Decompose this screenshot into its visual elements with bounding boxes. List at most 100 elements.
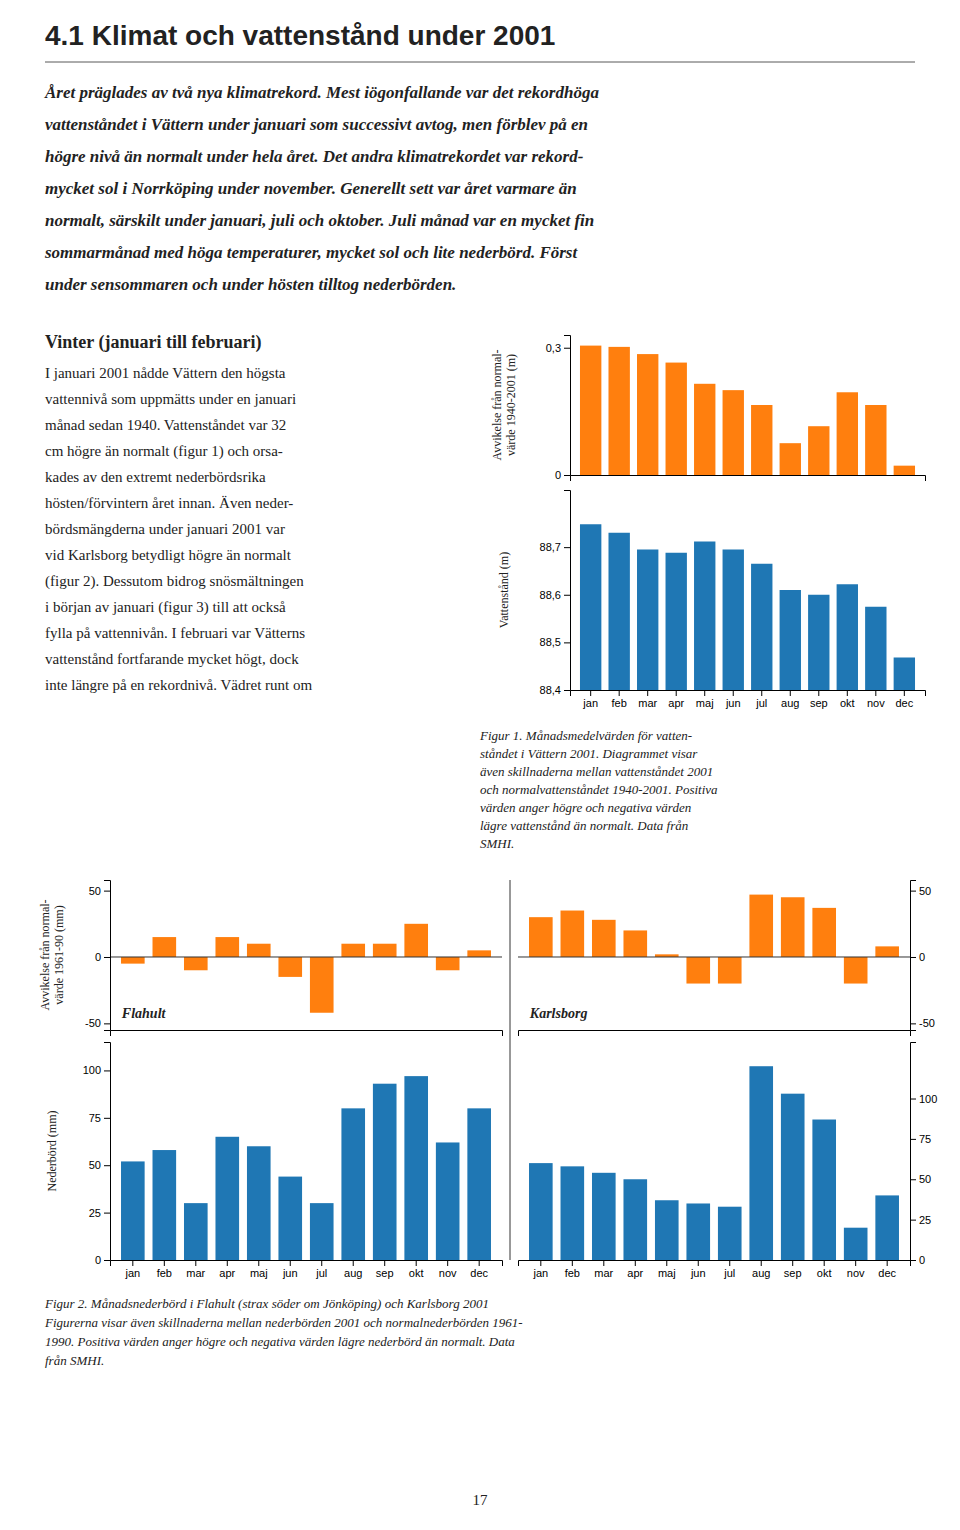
bar xyxy=(529,1163,553,1260)
bar xyxy=(373,944,397,957)
bar xyxy=(781,1094,805,1260)
y-tick-label: 100 xyxy=(83,1064,101,1076)
bar xyxy=(623,1179,647,1260)
x-tick: sep xyxy=(376,1260,394,1279)
x-tick: feb xyxy=(565,1260,580,1279)
x-axis xyxy=(111,1031,503,1037)
bar xyxy=(467,950,491,957)
y-tick-label: 88,4 xyxy=(540,684,561,696)
y-tick-label: 50 xyxy=(919,1173,931,1185)
x-tick: okt xyxy=(840,690,855,709)
bar xyxy=(436,1142,460,1260)
x-axis-line xyxy=(111,1031,503,1037)
y-axis-title-line: Nederbörd (mm) xyxy=(45,1111,59,1192)
x-tick-label: jul xyxy=(755,697,767,709)
bar xyxy=(215,937,239,957)
x-tick: jun xyxy=(690,1260,706,1279)
x-axis xyxy=(571,476,926,482)
panel: 00,3 xyxy=(546,336,926,482)
y-tick-mark xyxy=(910,891,916,892)
intro-line: Året präglades av två nya klimatrekord. … xyxy=(44,83,599,102)
x-tick-label: jan xyxy=(124,1267,140,1279)
x-tick-mark xyxy=(603,1260,604,1266)
y-tick: 50 xyxy=(89,1159,110,1171)
y-tick-label: 50 xyxy=(919,885,931,897)
y-tick-label: 0 xyxy=(919,1254,925,1266)
bar xyxy=(865,405,886,475)
y-tick-label: 50 xyxy=(89,885,101,897)
x-tick-mark xyxy=(887,1260,888,1266)
y-tick: 0,3 xyxy=(546,342,570,354)
bar xyxy=(875,946,899,957)
bar xyxy=(623,930,647,957)
x-tick-label: apr xyxy=(627,1267,643,1279)
y-axis-title: Vattenstånd (m) xyxy=(497,552,511,628)
y-tick: 50 xyxy=(910,1173,931,1185)
bar xyxy=(637,354,658,475)
y-tick: 25 xyxy=(910,1214,931,1226)
bar xyxy=(278,957,302,977)
y-tick-mark xyxy=(910,1139,916,1140)
bar xyxy=(153,1150,177,1260)
bar xyxy=(592,920,616,957)
x-tick-label: maj xyxy=(658,1267,676,1279)
bar xyxy=(751,564,772,690)
x-tick-mark xyxy=(447,1260,448,1266)
body-line: I januari 2001 nådde Vättern den högsta xyxy=(45,365,286,381)
x-tick-label: dec xyxy=(878,1267,896,1279)
x-tick-label: nov xyxy=(867,697,885,709)
y-tick: 0 xyxy=(910,1254,925,1266)
bar xyxy=(121,957,145,964)
body-line: kades av den extremt nederbördsrika xyxy=(45,469,266,485)
x-tick-label: feb xyxy=(157,1267,172,1279)
panel: -50050 xyxy=(518,881,935,1037)
bar xyxy=(844,957,868,984)
bar xyxy=(694,384,715,475)
x-tick-mark xyxy=(227,1260,228,1266)
bar xyxy=(723,390,744,475)
x-tick: mar xyxy=(638,690,657,709)
bar xyxy=(865,607,886,690)
x-tick-mark xyxy=(824,1260,825,1266)
x-tick-mark xyxy=(416,1260,417,1266)
y-tick-label: 0 xyxy=(95,951,101,963)
bar xyxy=(404,924,428,957)
zero-line xyxy=(110,956,502,957)
bar xyxy=(310,1203,334,1260)
y-axis-title: Avvikelse från normal-värde 1940-2001 (m… xyxy=(490,349,518,460)
x-tick-label: jun xyxy=(725,697,741,709)
bar xyxy=(637,550,658,690)
y-tick: 50 xyxy=(910,885,931,897)
x-tick-label: sep xyxy=(784,1267,802,1279)
caption-line: lägre vattenstånd än normalt. Data från xyxy=(480,818,688,833)
bar xyxy=(467,1108,491,1260)
bar xyxy=(812,908,836,957)
bar xyxy=(837,584,858,690)
y-tick-mark xyxy=(104,1213,110,1214)
x-axis: janfebmaraprmajjunjulaugsepoktnovdec xyxy=(571,690,926,709)
y-tick-label: -50 xyxy=(919,1017,935,1029)
x-tick-mark xyxy=(761,1260,762,1266)
y-tick: 88,4 xyxy=(540,684,570,696)
x-axis-line xyxy=(571,476,926,482)
caption-line: 1990. Positiva värden anger högre och ne… xyxy=(45,1334,515,1349)
y-tick: -50 xyxy=(910,1017,935,1029)
bar xyxy=(780,590,801,690)
intro-line: under sensommaren och under hösten tillt… xyxy=(45,275,456,294)
x-tick: feb xyxy=(157,1260,172,1279)
x-tick: jan xyxy=(124,1260,140,1279)
body-line: bördsmängderna under januari 2001 var xyxy=(45,521,285,537)
divider xyxy=(510,880,511,1260)
bar xyxy=(608,347,629,475)
body-line: vattenstånd fortfarande mycket högt, doc… xyxy=(45,651,299,667)
y-tick-mark xyxy=(104,1260,110,1261)
body-line: cm högre än normalt (figur 1) och orsa- xyxy=(45,443,283,460)
y-axis: 88,488,588,688,7 xyxy=(540,491,571,697)
bar xyxy=(694,541,715,690)
bar xyxy=(561,911,585,957)
bar xyxy=(749,895,773,957)
y-tick: 75 xyxy=(910,1133,931,1145)
bars xyxy=(580,524,915,690)
bar xyxy=(592,1173,616,1260)
bar xyxy=(780,443,801,475)
